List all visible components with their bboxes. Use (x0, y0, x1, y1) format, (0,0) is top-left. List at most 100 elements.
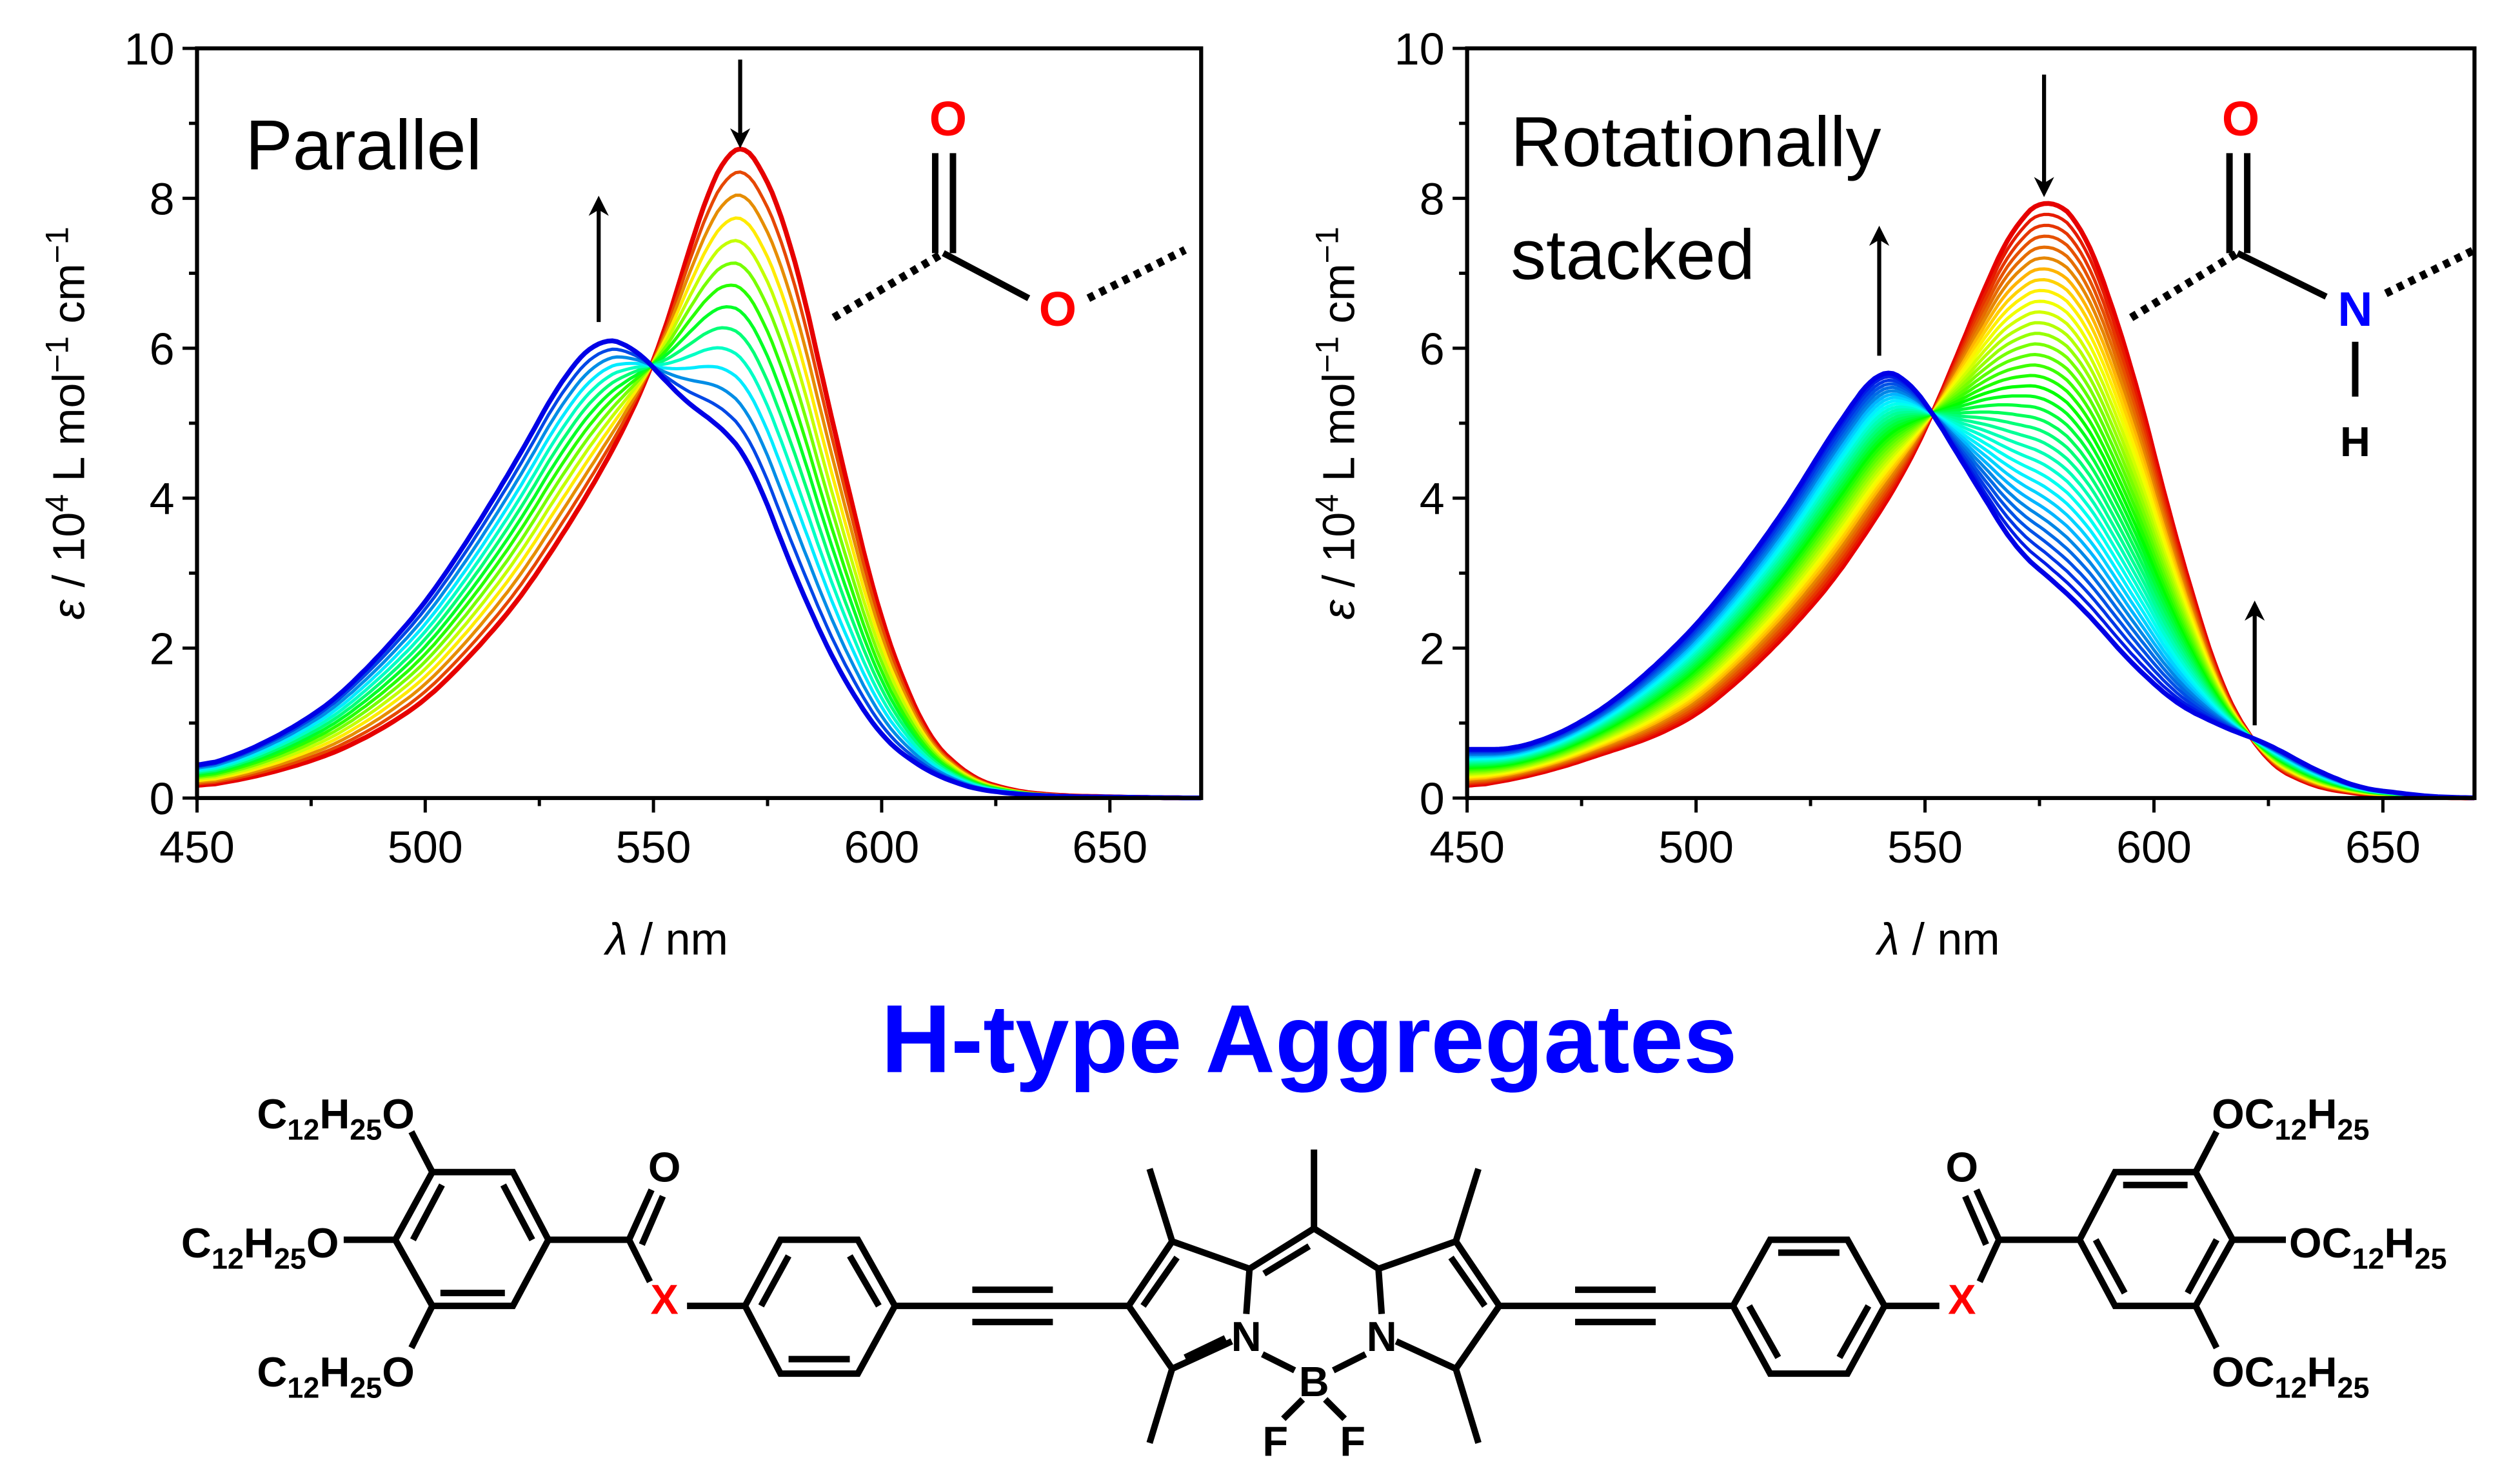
y-tick-label: 6 (1420, 324, 1445, 374)
carbonyl-o-right: O (1946, 1144, 1979, 1191)
fluorine-right-label: F (1340, 1418, 1365, 1465)
alkoxy-chain-label: OC12H25 (2212, 1348, 2369, 1404)
chain-text: C (181, 1219, 212, 1266)
boron-label: B (1299, 1358, 1329, 1405)
spectrum-trace (197, 347, 1202, 800)
spectrum-trace (196, 338, 1202, 801)
chain-text: OC (2212, 1348, 2274, 1395)
subscript: 12 (212, 1243, 244, 1275)
chain-text: C (257, 1348, 287, 1395)
chain-text: H (2307, 1090, 2337, 1137)
y-label-part: cm (1314, 263, 1364, 336)
subscript: 12 (2275, 1372, 2307, 1405)
chain-text: C (257, 1090, 287, 1137)
x-axis-label: λ / nm (1875, 914, 2000, 964)
amide-oxygen-label: O (2222, 92, 2259, 146)
subscript: 25 (2337, 1114, 2370, 1146)
x-unit: / nm (628, 914, 728, 964)
chain-text: H (319, 1348, 350, 1395)
y-axis-label: ε / 104 L mol−1 cm−1 (39, 226, 94, 619)
alkoxy-chain-label: C12H25O (257, 1348, 414, 1404)
y-label-part: ε (44, 599, 94, 620)
x-tick-label: 500 (388, 822, 463, 872)
x-tick-label: 600 (844, 822, 920, 872)
y-tick-label: 2 (150, 624, 175, 674)
y-label-part: L mol (44, 373, 94, 494)
x-tick-label: 450 (159, 822, 235, 872)
x-axis-label: λ / nm (603, 914, 728, 964)
x-tick-label: 450 (1429, 822, 1505, 872)
panel-label-rotationally: Rotationally (1511, 102, 1881, 181)
subscript: 25 (2337, 1372, 2370, 1405)
alkoxy-chain-label: C12H25O (181, 1219, 339, 1275)
y-label-part: −1 (1309, 336, 1345, 373)
bodipy-structure: N N B F F O O X X C12H25OC12H25OC12H25OO… (181, 1090, 2447, 1465)
alkoxy-chain-label: OC12H25 (2212, 1090, 2369, 1146)
nitrogen-left-label: N (1231, 1313, 1262, 1360)
chain-text: O (306, 1219, 339, 1266)
x-unit: / nm (1900, 914, 1999, 964)
x-tick-label: 650 (2345, 822, 2421, 872)
chain-text: H (2385, 1219, 2415, 1266)
fluorine-left-label: F (1262, 1418, 1288, 1465)
y-tick-label: 2 (1420, 624, 1445, 674)
y-tick-label: 4 (150, 474, 175, 524)
subscript: 25 (350, 1114, 382, 1146)
y-tick-label: 0 (150, 774, 175, 824)
y-label-part: L mol (1314, 373, 1364, 494)
y-tick-label: 8 (150, 174, 175, 224)
lambda-symbol: λ (603, 914, 628, 964)
ester-fragment: O O (831, 92, 1187, 336)
chain-text: OC (2289, 1219, 2352, 1266)
x-tick-label: 600 (2116, 822, 2192, 872)
figure-title: H-type Aggregates (881, 985, 1737, 1093)
x-tick-label: 650 (1072, 822, 1147, 872)
chain-text: H (244, 1219, 274, 1266)
subscript: 25 (2414, 1243, 2446, 1275)
panel-label-parallel: Parallel (245, 105, 482, 185)
x-tick-label: 550 (1887, 822, 1963, 872)
linker-x-left: X (650, 1276, 678, 1323)
y-tick-label: 8 (1420, 174, 1445, 224)
chain-text: H (319, 1090, 350, 1137)
ester-oxygen-label: O (1039, 282, 1076, 336)
carbonyl-oxygen-label: O (929, 92, 967, 146)
panel-label-stacked: stacked (1511, 215, 1755, 294)
chain-text: H (2307, 1348, 2337, 1395)
amide-nitrogen-label: N (2337, 282, 2372, 336)
amide-hydrogen-label: H (2340, 418, 2370, 465)
alkoxy-chain-label: C12H25O (257, 1090, 414, 1146)
y-label-part: ε (1314, 599, 1364, 620)
y-label-part: cm (44, 263, 94, 336)
lambda-symbol: λ (1875, 914, 1900, 964)
y-label-part: −1 (39, 226, 75, 263)
y-label-part: 4 (1309, 494, 1345, 512)
carbonyl-o-left: O (648, 1144, 681, 1191)
y-label-part: / 10 (44, 512, 94, 600)
subscript: 12 (287, 1372, 319, 1405)
plot-frame (1465, 46, 2477, 801)
nitrogen-right-label: N (1367, 1313, 1397, 1360)
subscript: 12 (287, 1114, 319, 1146)
spectrum-trace (197, 283, 1202, 800)
y-label-part: −1 (1309, 226, 1345, 263)
alkoxy-chain-label: OC12H25 (2289, 1219, 2446, 1275)
y-tick-label: 6 (150, 324, 175, 374)
y-tick-label: 4 (1420, 474, 1445, 524)
subscript: 12 (2352, 1243, 2385, 1275)
amide-fragment: O N H (2128, 92, 2477, 465)
y-tick-label: 10 (1394, 24, 1445, 74)
spectrum-trace (1467, 370, 2475, 801)
y-label-part: 4 (39, 494, 75, 512)
chain-text: OC (2212, 1090, 2274, 1137)
subscript: 25 (274, 1243, 306, 1275)
subscript: 25 (350, 1372, 382, 1405)
x-tick-label: 550 (616, 822, 691, 872)
y-axis-label: ε / 104 L mol−1 cm−1 (1309, 226, 1364, 619)
spectrum-trace (197, 346, 1202, 800)
y-label-part: / 10 (1314, 512, 1364, 600)
x-tick-label: 500 (1658, 822, 1734, 872)
